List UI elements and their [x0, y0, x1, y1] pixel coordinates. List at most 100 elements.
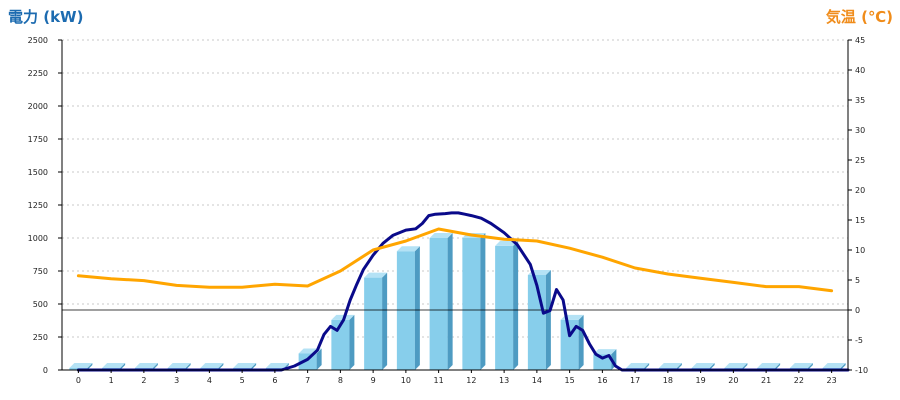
x-tick-label: 8 — [338, 376, 343, 385]
bar-side — [120, 363, 126, 370]
bar-side — [840, 363, 846, 370]
left-tick-label: 1250 — [28, 201, 48, 210]
bar-top — [265, 363, 289, 369]
bar-side — [480, 233, 486, 370]
bar-top — [69, 363, 93, 369]
x-tick-label: 13 — [499, 376, 509, 385]
bar — [364, 272, 388, 370]
temperature-line — [76, 227, 834, 293]
left-tick-label: 2000 — [28, 102, 48, 111]
right-tick-label: 15 — [855, 216, 865, 225]
bar-top — [429, 233, 453, 238]
bar-side — [578, 314, 584, 370]
axes: 0 250 500 7 5 0 1000 1250 1500 17 5 0 2000 2250 2500 -1… — [28, 36, 868, 385]
right-tick-label: 40 — [855, 66, 865, 75]
right-tick-label: 5 — [855, 276, 860, 285]
bar-front — [560, 319, 579, 370]
bar-top — [167, 363, 191, 369]
bar-top — [822, 363, 846, 369]
bar-top — [396, 246, 420, 252]
x-tick-label: 23 — [827, 376, 837, 385]
bar-top — [233, 363, 257, 369]
bar — [396, 246, 420, 370]
bar-side — [742, 363, 748, 370]
bar-front — [495, 245, 514, 370]
bar-side — [709, 363, 715, 370]
x-tick-label: 14 — [532, 376, 542, 385]
bar — [462, 233, 486, 370]
right-tick-label: 20 — [855, 186, 865, 195]
bar-side — [251, 363, 257, 370]
bar-top — [134, 363, 158, 369]
bar-top — [593, 349, 617, 355]
right-tick-label: 35 — [855, 96, 865, 105]
x-tick-label: 22 — [794, 376, 804, 385]
bar-front — [298, 353, 317, 370]
bar — [593, 349, 617, 370]
bar-top — [724, 363, 748, 369]
left-tick-label: 0 — [43, 366, 48, 375]
bar-front — [593, 354, 612, 370]
right-tick-label: -5 — [855, 336, 863, 345]
right-tick-label: 10 — [855, 246, 865, 255]
left-tick-label: 2250 — [28, 69, 48, 78]
bar-top — [364, 272, 388, 278]
bar-series — [69, 233, 846, 370]
bar-front — [429, 238, 448, 370]
line-series — [62, 211, 850, 372]
bar-side — [775, 363, 781, 370]
bar-side — [152, 363, 158, 370]
bar-front — [331, 319, 350, 370]
power-line — [76, 211, 850, 372]
right-tick-label: 45 — [855, 36, 865, 45]
left-tick-label: 1000 — [28, 234, 48, 243]
bar — [429, 233, 453, 370]
bar-side — [185, 363, 191, 370]
bar-side — [447, 233, 453, 370]
x-tick-label: 18 — [663, 376, 673, 385]
bar-side — [316, 348, 322, 370]
x-tick-label: 7 — [305, 376, 310, 385]
right-tick-label: 30 — [855, 126, 865, 135]
x-tick-label: 4 — [207, 376, 212, 385]
bar-front — [462, 238, 481, 370]
x-tick-label: 15 — [565, 376, 575, 385]
left-tick-label: 1500 — [28, 168, 48, 177]
bar-side — [807, 363, 813, 370]
bar — [560, 314, 584, 370]
bar-side — [644, 363, 650, 370]
bar-top — [757, 363, 781, 369]
bar-side — [382, 272, 388, 370]
bar-top — [102, 363, 126, 369]
left-tick-label: 2500 — [28, 36, 48, 45]
bar-side — [349, 314, 355, 370]
gridlines — [62, 39, 848, 338]
x-tick-label: 5 — [240, 376, 245, 385]
x-tick-label: 19 — [696, 376, 706, 385]
bar-side — [414, 246, 420, 370]
right-tick-label: 0 — [855, 306, 860, 315]
left-tick-label: 500 — [33, 300, 48, 309]
x-tick-label: 20 — [728, 376, 738, 385]
left-tick-label: 250 — [33, 333, 48, 342]
x-tick-label: 0 — [76, 376, 81, 385]
x-tick-label: 12 — [466, 376, 476, 385]
bar-side — [218, 363, 224, 370]
left-axis-title: 電力 (kW) — [8, 8, 83, 26]
right-axis-title: 気温 (℃) — [826, 8, 893, 26]
x-tick-label: 17 — [630, 376, 640, 385]
x-tick-label: 3 — [174, 376, 179, 385]
right-tick-label: 25 — [855, 156, 865, 165]
x-tick-label: 11 — [434, 376, 444, 385]
bar — [298, 348, 322, 370]
bar — [527, 269, 551, 370]
bar-side — [513, 240, 519, 370]
x-tick-label: 21 — [761, 376, 771, 385]
x-tick-label: 9 — [371, 376, 376, 385]
bar-top — [200, 363, 224, 369]
bar-top — [626, 363, 650, 369]
bar-front — [364, 277, 383, 370]
bar-top — [691, 363, 715, 369]
right-tick-label: -10 — [855, 366, 868, 375]
